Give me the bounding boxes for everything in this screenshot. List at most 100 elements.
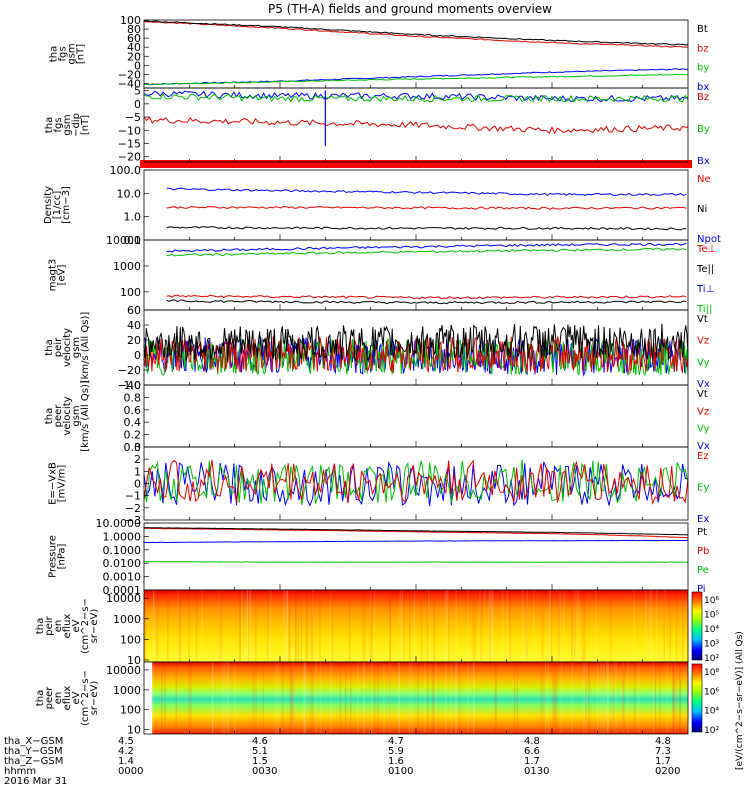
spectrogram-streak bbox=[371, 590, 373, 662]
spectrogram-streak bbox=[246, 590, 249, 662]
spectrogram-streak bbox=[408, 662, 411, 734]
spectrogram bbox=[144, 662, 688, 734]
spectrogram-streak bbox=[426, 590, 429, 662]
spectrogram-streak bbox=[255, 590, 257, 662]
spectrogram-streak bbox=[212, 662, 214, 734]
spectrogram-streak bbox=[281, 662, 284, 734]
spectrogram-streak bbox=[427, 662, 429, 734]
colorbar-tick-label: 10⁶ bbox=[704, 687, 719, 697]
legend-pt: Pt bbox=[697, 527, 707, 538]
spectrogram-streak bbox=[161, 662, 163, 734]
spectrogram-streak bbox=[188, 590, 190, 662]
spectrogram-streak bbox=[489, 590, 492, 662]
spectrogram-streak bbox=[179, 590, 182, 662]
spectrogram-streak bbox=[398, 662, 400, 734]
spectrogram-streak bbox=[399, 590, 401, 662]
spectrogram-streak bbox=[607, 662, 609, 734]
spectrogram-streak bbox=[558, 590, 560, 662]
spectrogram-streak bbox=[201, 590, 203, 662]
spectrogram-streak bbox=[666, 662, 669, 734]
spectrogram-streak bbox=[164, 662, 166, 734]
x-tick-value: 4.6 bbox=[252, 736, 268, 747]
y-tick-label: 0.6 bbox=[124, 404, 142, 417]
spectrogram-streak bbox=[585, 662, 588, 734]
x-tick-value: 4.2 bbox=[118, 746, 134, 757]
spectrogram-streak bbox=[645, 590, 647, 662]
spectrogram bbox=[144, 590, 688, 662]
panel-frame bbox=[143, 384, 689, 448]
spectrogram-streak bbox=[682, 590, 684, 662]
spectrogram-streak bbox=[320, 662, 322, 734]
spectrogram-streak bbox=[311, 590, 314, 662]
y-tick-label: −15 bbox=[118, 138, 141, 151]
spectrogram-streak bbox=[417, 662, 419, 734]
panel-frame bbox=[143, 19, 689, 89]
spectrogram-streak bbox=[357, 662, 359, 734]
y-tick-label: 1000 bbox=[113, 684, 141, 697]
series-line-by bbox=[143, 73, 689, 86]
y-tick-label: 0.0100 bbox=[103, 557, 142, 570]
spectrogram-streak bbox=[613, 662, 615, 734]
y-tick-label: 1.0000 bbox=[103, 530, 142, 543]
spectrogram-streak bbox=[411, 662, 413, 734]
spectrogram-streak bbox=[549, 590, 551, 662]
spectrogram-streak bbox=[447, 590, 449, 662]
spectrogram-streak bbox=[401, 590, 404, 662]
spectrogram-streak bbox=[339, 662, 342, 734]
series-line-bz bbox=[143, 116, 689, 135]
spectrogram-streak bbox=[435, 662, 437, 734]
y-tick-label: 0 bbox=[134, 98, 141, 111]
spectrogram-streak bbox=[188, 662, 190, 734]
y-tick-label: 3 bbox=[134, 441, 141, 454]
spectrogram-streak bbox=[362, 662, 365, 734]
spectrogram-streak bbox=[479, 590, 481, 662]
y-tick-label: 0.0001 bbox=[103, 584, 142, 597]
legend-ne: Ne bbox=[697, 174, 711, 185]
y-tick-label: −2 bbox=[125, 502, 141, 515]
spectrogram-streak bbox=[488, 590, 491, 662]
spectrogram-streak bbox=[310, 590, 313, 662]
spectrogram-streak bbox=[433, 590, 436, 662]
spectrogram-streak bbox=[506, 590, 508, 662]
panel-2: 50−5−10−15−20 thafgsgsm−dip[nT] Bz By Bx bbox=[44, 85, 710, 168]
spectrogram-streak bbox=[544, 662, 547, 734]
y-tick-label: 10.0 bbox=[117, 187, 142, 200]
spectrogram-streak bbox=[177, 590, 180, 662]
spectrogram-streak bbox=[675, 590, 678, 662]
spectrogram-streak bbox=[304, 662, 306, 734]
legend-vz: Vz bbox=[697, 336, 709, 347]
spectrogram-streak bbox=[175, 662, 177, 734]
y-tick-label: −40 bbox=[118, 379, 141, 392]
spectrogram-streak bbox=[287, 590, 290, 662]
spectrogram-streak bbox=[467, 662, 469, 734]
y-tick-label: 100 bbox=[120, 286, 141, 299]
spectrogram-streak bbox=[424, 662, 426, 734]
spectrogram-streak bbox=[516, 662, 519, 734]
y-tick-label: 80 bbox=[127, 23, 141, 36]
data-quality-bar bbox=[140, 160, 692, 168]
spectrogram-streak bbox=[309, 662, 312, 734]
spectrogram-streak bbox=[633, 590, 635, 662]
spectrogram-streak bbox=[249, 590, 252, 662]
spectrogram-streak bbox=[674, 662, 676, 734]
colorbar-tick-label: 10² bbox=[704, 654, 719, 664]
legend-ex: Ex bbox=[697, 514, 709, 525]
legend-vz: Vz bbox=[697, 406, 709, 417]
spectrogram-streak bbox=[474, 590, 476, 662]
y-axis-label: E=−VxB[mV/m] bbox=[48, 462, 68, 505]
y-tick-label: 1 bbox=[134, 465, 141, 478]
spectrogram-streak bbox=[651, 590, 653, 662]
colorbar-scale bbox=[691, 591, 703, 661]
legend-vx: Vx bbox=[697, 441, 710, 452]
spectrogram-streak bbox=[224, 662, 226, 734]
spectrogram-streak bbox=[413, 590, 416, 662]
legend-pe: Pe bbox=[697, 565, 709, 576]
colorbar-tick-label: 10³ bbox=[704, 640, 719, 650]
y-tick-label: 0.0 bbox=[124, 441, 142, 454]
spectrogram-streak bbox=[262, 662, 265, 734]
series-line-ti|| bbox=[166, 247, 687, 257]
spectrogram-streak bbox=[473, 662, 475, 734]
y-axis-label: thafgsgsm[nT] bbox=[49, 43, 87, 64]
colorbar-tick-label: 10⁶ bbox=[704, 596, 719, 606]
spectrogram-streak bbox=[295, 590, 297, 662]
